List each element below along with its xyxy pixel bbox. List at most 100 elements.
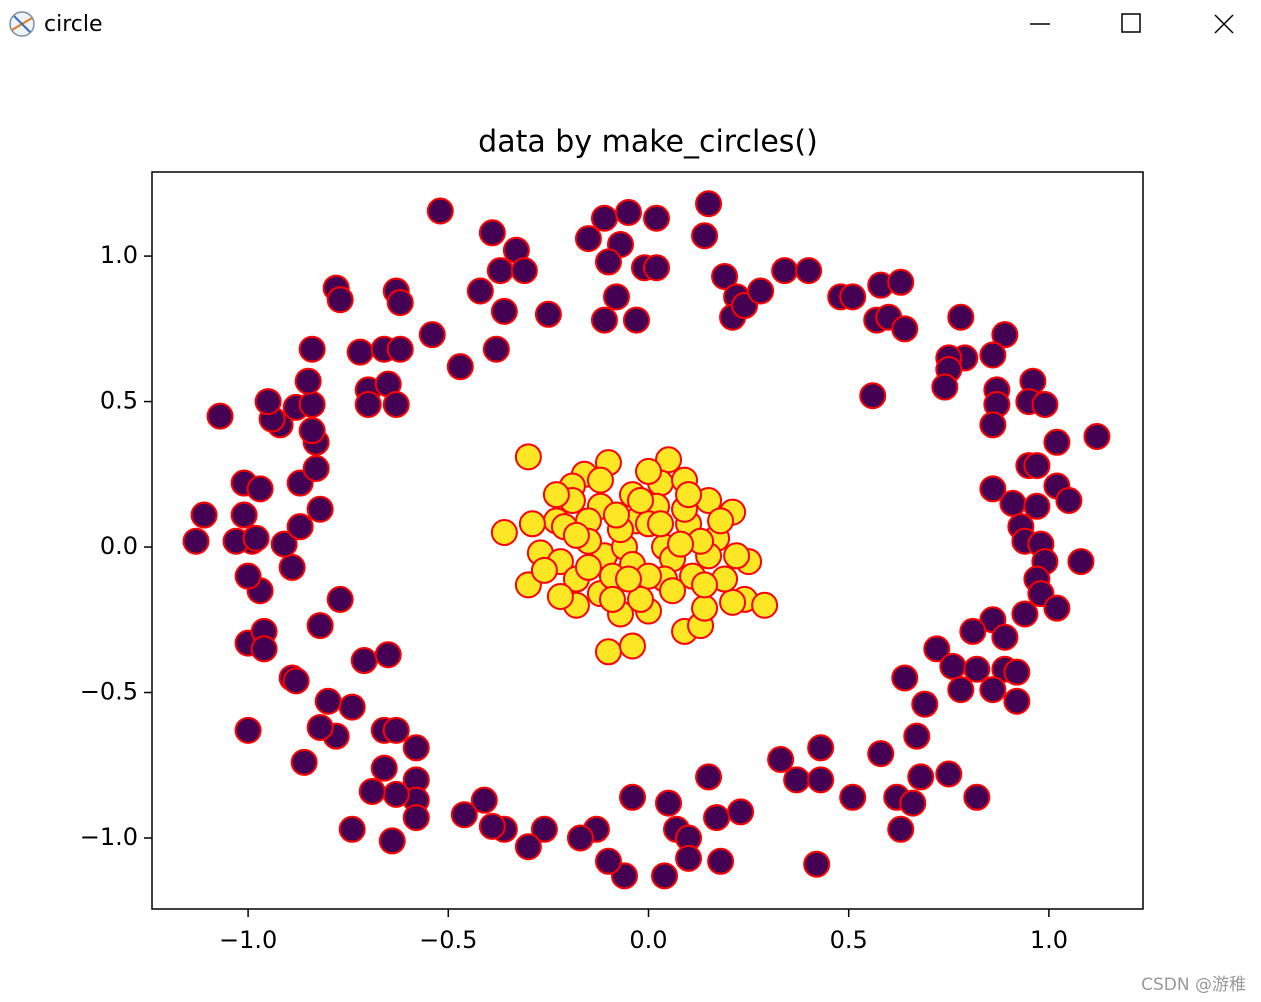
- point: [618, 783, 646, 811]
- point: [747, 277, 775, 305]
- point: [887, 815, 915, 843]
- watermark: CSDN @游稚: [1141, 975, 1246, 995]
- point: [466, 277, 494, 305]
- point: [859, 382, 887, 410]
- point: [282, 667, 310, 695]
- point: [206, 402, 234, 430]
- point: [242, 524, 270, 552]
- point: [1011, 600, 1039, 628]
- point: [1023, 492, 1051, 520]
- point: [723, 542, 751, 570]
- point: [751, 591, 779, 619]
- point: [651, 862, 679, 890]
- point: [1067, 548, 1095, 576]
- point: [402, 734, 430, 762]
- point: [294, 367, 322, 395]
- point: [354, 390, 382, 418]
- point: [839, 783, 867, 811]
- point: [1043, 428, 1071, 456]
- point: [290, 748, 318, 776]
- point: [534, 300, 562, 328]
- point: [647, 510, 675, 538]
- point: [1083, 422, 1111, 450]
- point: [358, 777, 386, 805]
- point: [891, 664, 919, 692]
- point: [542, 481, 570, 509]
- point: [530, 556, 558, 584]
- point: [1023, 452, 1051, 480]
- point: [298, 390, 326, 418]
- maximize-button[interactable]: [1121, 13, 1141, 33]
- point: [590, 204, 618, 232]
- point: [574, 225, 602, 253]
- point: [959, 617, 987, 645]
- point: [1043, 594, 1071, 622]
- point: [626, 585, 654, 613]
- point: [510, 257, 538, 285]
- point: [298, 335, 326, 363]
- x-tick-label: 0.5: [830, 926, 868, 954]
- point: [979, 341, 1007, 369]
- point: [338, 815, 366, 843]
- y-tick-label: 0.0: [100, 532, 138, 560]
- point: [598, 585, 626, 613]
- point: [586, 466, 614, 494]
- point: [298, 417, 326, 445]
- point: [691, 222, 719, 250]
- point: [907, 763, 935, 791]
- point: [190, 501, 218, 529]
- point: [478, 219, 506, 247]
- point: [707, 507, 735, 535]
- point: [911, 690, 939, 718]
- point: [887, 268, 915, 296]
- point: [803, 850, 831, 878]
- point: [490, 297, 518, 325]
- point: [302, 454, 330, 482]
- point: [514, 443, 542, 471]
- point: [326, 286, 354, 314]
- point: [450, 801, 478, 829]
- point: [306, 713, 334, 741]
- point: [382, 780, 410, 808]
- point: [386, 335, 414, 363]
- point: [530, 815, 558, 843]
- point: [590, 306, 618, 334]
- point: [470, 786, 498, 814]
- point: [478, 812, 506, 840]
- close-button[interactable]: [1214, 14, 1234, 34]
- point: [1003, 687, 1031, 715]
- point: [891, 315, 919, 343]
- point: [626, 486, 654, 514]
- point: [711, 262, 739, 290]
- point: [695, 763, 723, 791]
- point: [566, 824, 594, 852]
- point: [707, 847, 735, 875]
- point: [963, 783, 991, 811]
- app-icon: [9, 11, 35, 37]
- point: [326, 585, 354, 613]
- point: [594, 638, 622, 666]
- point: [350, 647, 378, 675]
- point: [518, 510, 546, 538]
- point: [254, 388, 282, 416]
- point: [418, 321, 446, 349]
- point: [594, 248, 622, 276]
- point: [246, 475, 274, 503]
- point: [562, 521, 590, 549]
- point: [783, 766, 811, 794]
- point: [979, 475, 1007, 503]
- point: [675, 844, 703, 872]
- point: [795, 257, 823, 285]
- point: [999, 489, 1027, 517]
- point: [991, 623, 1019, 651]
- point: [486, 257, 514, 285]
- point: [602, 501, 630, 529]
- point: [767, 745, 795, 773]
- point: [514, 833, 542, 861]
- point: [667, 530, 695, 558]
- window-title: circle: [44, 12, 103, 37]
- point: [931, 373, 959, 401]
- point: [947, 303, 975, 331]
- point: [426, 197, 454, 225]
- point: [314, 687, 342, 715]
